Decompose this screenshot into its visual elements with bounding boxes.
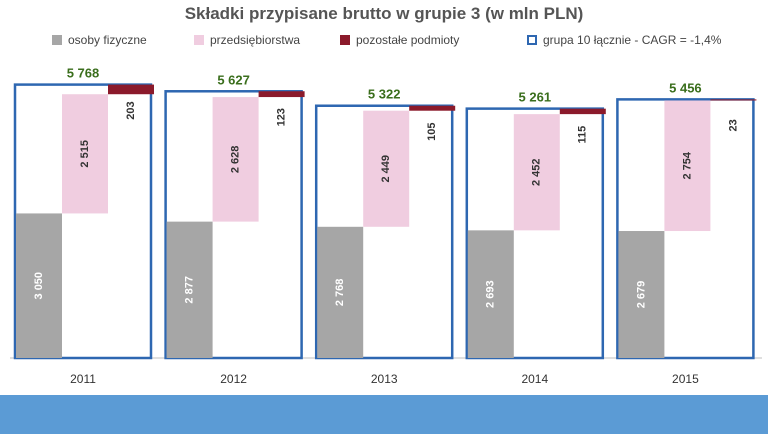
label-pozostale-podmioty-2013: 105 bbox=[426, 123, 438, 141]
legend-swatch-przedsiebiorstwa bbox=[194, 35, 204, 45]
label-osoby-fizyczne-2011: 3 050 bbox=[33, 272, 45, 300]
label-total-2015: 5 456 bbox=[669, 80, 702, 95]
chart-legend: osoby fizyczne przedsiębiorstwa pozostał… bbox=[0, 33, 768, 49]
bar-pozostale-podmioty-2014 bbox=[559, 108, 606, 115]
x-tick-label-2012: 2012 bbox=[220, 372, 247, 386]
legend-label-osoby-fizyczne: osoby fizyczne bbox=[68, 33, 147, 47]
bar-przedsiebiorstwa-2015 bbox=[664, 100, 711, 232]
legend-item-grupa-10: grupa 10 łącznie - CAGR = -1,4% bbox=[527, 33, 721, 47]
x-tick-label-2013: 2013 bbox=[371, 372, 398, 386]
label-total-2013: 5 322 bbox=[368, 87, 401, 102]
label-przedsiebiorstwa-2011: 2 515 bbox=[79, 140, 91, 168]
legend-swatch-osoby-fizyczne bbox=[52, 35, 62, 45]
label-total-2014: 5 261 bbox=[519, 90, 552, 105]
legend-label-pozostale-podmioty: pozostałe podmioty bbox=[356, 33, 460, 47]
label-osoby-fizyczne-2015: 2 679 bbox=[635, 281, 647, 309]
label-przedsiebiorstwa-2014: 2 452 bbox=[531, 158, 543, 186]
footer-band bbox=[0, 395, 768, 434]
label-pozostale-podmioty-2014: 115 bbox=[577, 126, 589, 144]
legend-item-pozostale-podmioty: pozostałe podmioty bbox=[340, 33, 459, 47]
label-osoby-fizyczne-2014: 2 693 bbox=[485, 280, 497, 308]
bar-pozostale-podmioty-2015 bbox=[710, 99, 757, 101]
label-osoby-fizyczne-2013: 2 768 bbox=[334, 279, 346, 307]
x-tick-label-2015: 2015 bbox=[672, 372, 699, 386]
bar-pozostale-podmioty-2012 bbox=[258, 91, 305, 98]
label-przedsiebiorstwa-2013: 2 449 bbox=[380, 155, 392, 183]
bar-osoby-fizyczne-2015 bbox=[618, 231, 665, 358]
label-total-2012: 5 627 bbox=[217, 72, 250, 87]
bar-osoby-fizyczne-2011 bbox=[16, 213, 62, 358]
bar-przedsiebiorstwa-2014 bbox=[513, 114, 560, 231]
bar-przedsiebiorstwa-2011 bbox=[62, 94, 108, 214]
bar-przedsiebiorstwa-2013 bbox=[363, 110, 410, 227]
legend-swatch-grupa-10 bbox=[527, 35, 537, 45]
x-tick-label-2014: 2014 bbox=[521, 372, 548, 386]
chart-title: Składki przypisane brutto w grupie 3 (w … bbox=[184, 4, 584, 23]
label-pozostale-podmioty-2015: 23 bbox=[727, 119, 739, 131]
bar-przedsiebiorstwa-2012 bbox=[212, 97, 259, 222]
legend-item-osoby-fizyczne: osoby fizyczne bbox=[52, 33, 147, 47]
legend-swatch-pozostale-podmioty bbox=[340, 35, 350, 45]
bar-osoby-fizyczne-2013 bbox=[317, 226, 364, 358]
bar-pozostale-podmioty-2013 bbox=[409, 105, 456, 111]
label-przedsiebiorstwa-2015: 2 754 bbox=[681, 151, 693, 179]
label-total-2011: 5 768 bbox=[67, 66, 100, 81]
bar-pozostale-podmioty-2011 bbox=[108, 84, 154, 95]
label-pozostale-podmioty-2011: 203 bbox=[125, 101, 137, 119]
legend-label-grupa-10: grupa 10 łącznie - CAGR = -1,4% bbox=[543, 33, 722, 47]
label-przedsiebiorstwa-2012: 2 628 bbox=[230, 146, 242, 174]
chart-plot-area: 3 050 2 515 203 5 768 2011 2 877 2 628 123 5 627… bbox=[10, 66, 762, 386]
bar-osoby-fizyczne-2014 bbox=[467, 230, 514, 358]
label-pozostale-podmioty-2012: 123 bbox=[276, 108, 288, 126]
legend-item-przedsiebiorstwa: przedsiębiorstwa bbox=[194, 33, 300, 47]
bar-osoby-fizyczne-2012 bbox=[166, 221, 213, 358]
x-tick-label-2011: 2011 bbox=[70, 372, 96, 386]
label-osoby-fizyczne-2012: 2 877 bbox=[184, 276, 196, 304]
legend-label-przedsiebiorstwa: przedsiębiorstwa bbox=[210, 33, 301, 47]
